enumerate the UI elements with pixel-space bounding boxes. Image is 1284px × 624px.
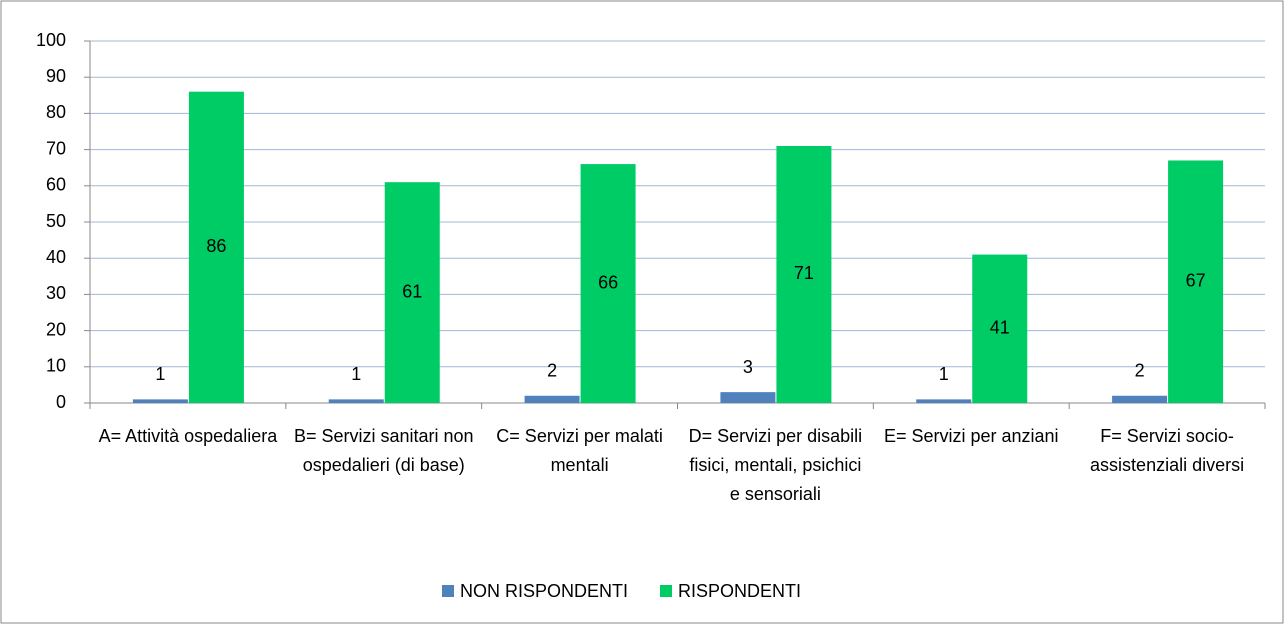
y-tick-label: 80 [46,102,66,122]
y-tick-label: 50 [46,211,66,231]
data-label: 41 [990,318,1010,338]
bar [580,164,636,403]
legend-label: NON RISPONDENTI [460,581,628,601]
bar [1168,160,1224,403]
bar [132,399,188,403]
legend-swatch [442,585,454,597]
bar [524,395,580,403]
bar [188,91,244,404]
bar [1112,395,1168,403]
y-tick-label: 30 [46,283,66,303]
data-label: 71 [794,263,814,283]
x-tick-label: B= Servizi sanitari non ospedalieri (di … [293,426,474,475]
data-label: 1 [155,364,165,384]
y-tick-label: 10 [46,356,66,376]
bar [384,182,440,403]
data-label: 3 [743,357,753,377]
y-tick-label: 0 [56,392,66,412]
bar [972,254,1028,403]
data-label: 1 [939,364,949,384]
y-tick-label: 90 [46,66,66,86]
x-tick-label: F= Servizi socio-assistenziali diversi [1090,426,1245,475]
y-tick-label: 60 [46,175,66,195]
bar [916,399,972,403]
data-label: 1 [351,364,361,384]
data-label: 2 [547,361,557,381]
bar [776,145,832,404]
bar [328,399,384,403]
data-label: 67 [1186,270,1206,290]
x-tick-label: C= Servizi per malati mentali [496,426,663,475]
data-label: 66 [598,272,618,292]
y-tick-label: 100 [36,30,66,50]
legend-label: RISPONDENTI [678,581,801,601]
data-label: 86 [206,236,226,256]
bar [720,392,776,403]
data-label: 2 [1135,361,1145,381]
x-tick-label: E= Servizi per anziani [883,426,1059,446]
y-tick-label: 40 [46,247,66,267]
x-tick-label: D= Servizi per disabili fisici, mentali,… [688,426,863,504]
x-tick-label: A= Attività ospedaliera [98,426,278,446]
data-label: 61 [402,281,422,301]
legend-swatch [660,585,673,597]
y-tick-label: 20 [46,319,66,339]
y-tick-label: 70 [46,138,66,158]
